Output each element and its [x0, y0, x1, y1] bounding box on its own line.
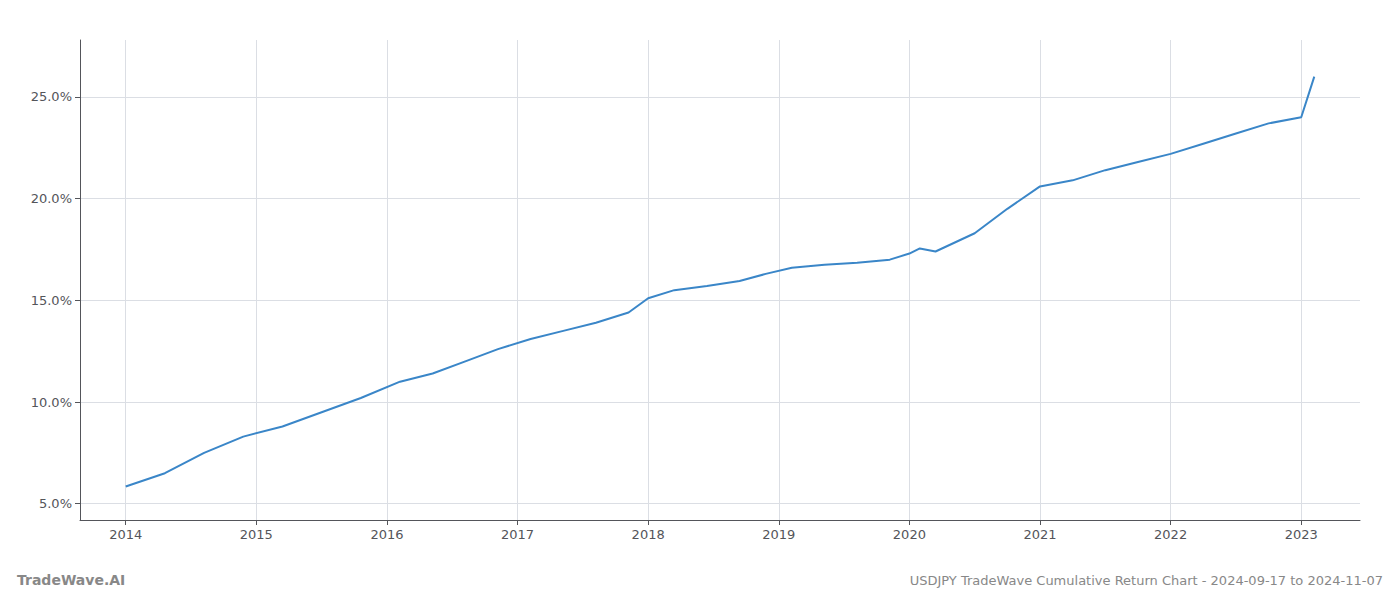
svg-text:2015: 2015	[240, 527, 273, 542]
svg-text:15.0%: 15.0%	[31, 293, 72, 308]
svg-text:2022: 2022	[1154, 527, 1187, 542]
svg-text:2019: 2019	[762, 527, 795, 542]
svg-text:2017: 2017	[501, 527, 534, 542]
svg-text:2020: 2020	[893, 527, 926, 542]
svg-text:25.0%: 25.0%	[31, 89, 72, 104]
svg-text:5.0%: 5.0%	[39, 496, 72, 511]
svg-text:2016: 2016	[370, 527, 403, 542]
svg-text:2014: 2014	[109, 527, 142, 542]
svg-text:2021: 2021	[1023, 527, 1056, 542]
svg-text:10.0%: 10.0%	[31, 395, 72, 410]
svg-text:2023: 2023	[1285, 527, 1318, 542]
svg-text:USDJPY TradeWave Cumulative Re: USDJPY TradeWave Cumulative Return Chart…	[910, 573, 1383, 588]
svg-text:2018: 2018	[632, 527, 665, 542]
svg-text:TradeWave.AI: TradeWave.AI	[17, 572, 125, 588]
svg-text:20.0%: 20.0%	[31, 191, 72, 206]
